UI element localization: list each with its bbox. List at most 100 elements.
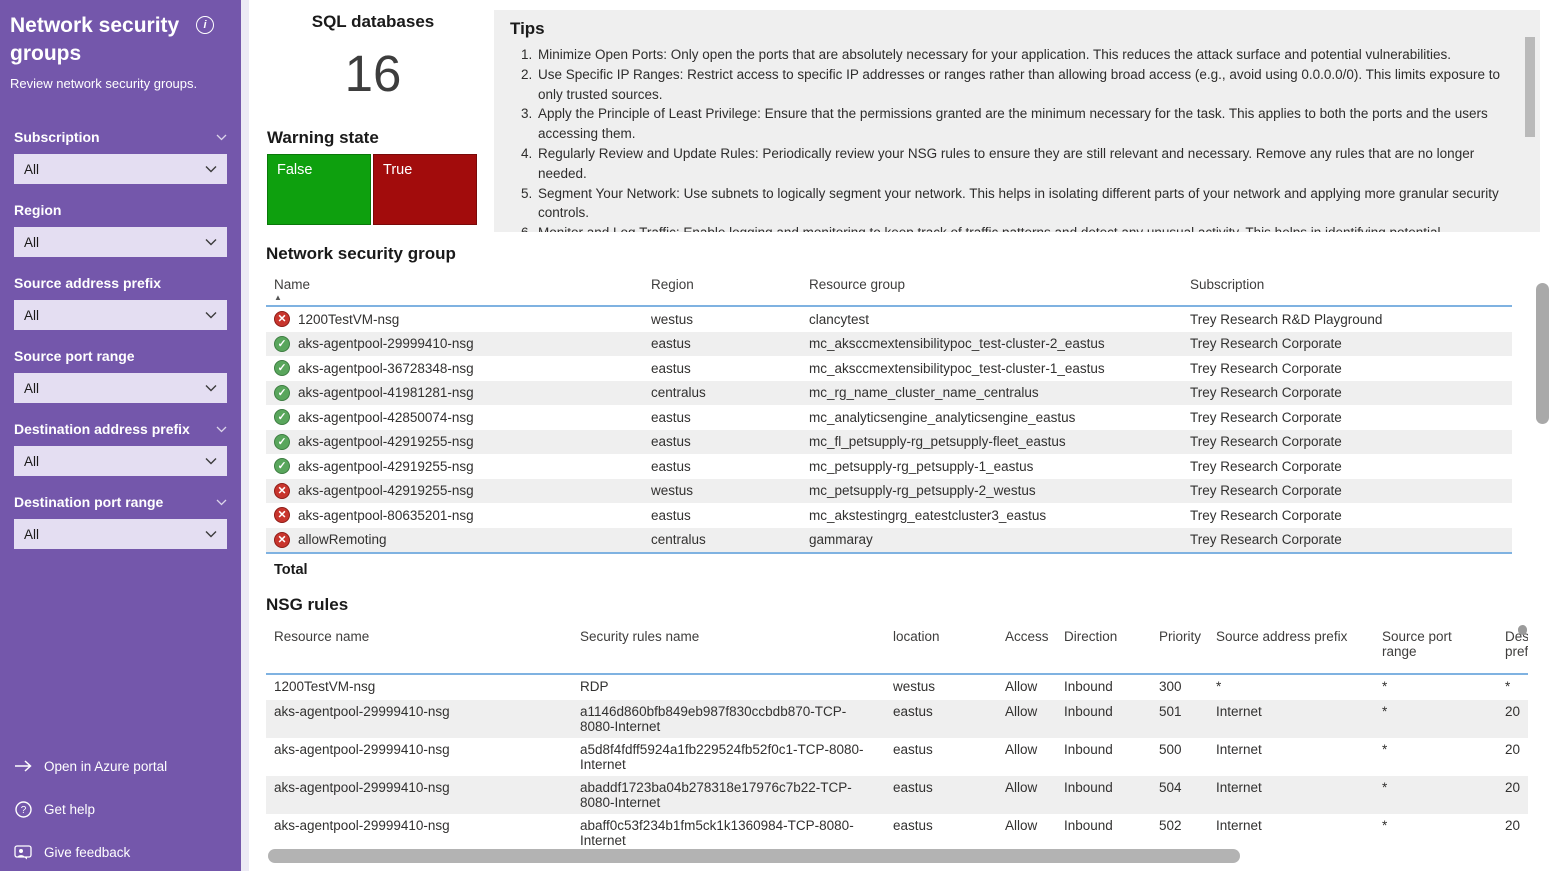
filter-dropdown[interactable]: All: [14, 300, 227, 330]
status-icon: [274, 409, 290, 426]
table-row[interactable]: aks-agentpool-29999410-nsg a5d8f4fdff592…: [266, 738, 1528, 776]
tips-scrollbar-thumb[interactable]: [1525, 37, 1535, 137]
cell-name: aks-agentpool-80635201-nsg: [298, 507, 474, 523]
tips-list: Minimize Open Ports: Only open the ports…: [536, 45, 1512, 232]
cell-location: eastus: [893, 780, 933, 795]
cell-priority: 501: [1159, 704, 1182, 719]
table-row[interactable]: allowRemoting centralus gammaray Trey Re…: [266, 527, 1512, 552]
sidebar: Network security groups i Review network…: [0, 0, 241, 871]
get-help-link[interactable]: ? Get help: [14, 800, 219, 818]
chevron-down-icon[interactable]: [216, 134, 227, 141]
sidebar-header: Network security groups i: [0, 0, 241, 68]
table-row[interactable]: aks-agentpool-42919255-nsg westus mc_pet…: [266, 478, 1512, 503]
chevron-down-icon[interactable]: [216, 499, 227, 506]
table-row[interactable]: aks-agentpool-41981281-nsg centralus mc_…: [266, 380, 1512, 405]
column-header-subscription[interactable]: Subscription: [1190, 277, 1265, 292]
table-row[interactable]: aks-agentpool-80635201-nsg eastus mc_aks…: [266, 503, 1512, 528]
cell-name: aks-agentpool-29999410-nsg: [298, 336, 474, 352]
column-header-resource-group[interactable]: Resource group: [809, 277, 906, 292]
tip-item: Use Specific IP Ranges: Restrict access …: [536, 65, 1512, 105]
cell-access: Allow: [1005, 679, 1038, 694]
cell-destination-address-prefix: 20: [1505, 818, 1521, 833]
table-row[interactable]: aks-agentpool-29999410-nsg abaddf1723ba0…: [266, 776, 1528, 814]
chevron-down-icon[interactable]: [216, 426, 227, 433]
table-row[interactable]: aks-agentpool-29999410-nsg a1146d860bfb8…: [266, 700, 1528, 738]
table-row[interactable]: 1200TestVM-nsg RDP westus Allow Inbound …: [266, 675, 1528, 700]
cell-security-rule-name: abaff0c53f234b1fm5ck1k1360984-TCP-8080-I…: [580, 818, 854, 848]
tip-item: Segment Your Network: Use subnets to log…: [536, 184, 1512, 224]
page-title: Network security groups: [10, 14, 180, 65]
warning-state-tiles: False True: [267, 154, 477, 225]
column-header-source-address-prefix[interactable]: Source address prefix: [1216, 629, 1348, 644]
warning-state-tile[interactable]: False: [267, 154, 371, 225]
cell-resource-group: mc_aksccmextensibilitypoc_test-cluster-2…: [809, 336, 1105, 352]
table-row[interactable]: aks-agentpool-29999410-nsg abaff0c53f234…: [266, 814, 1528, 852]
cell-resource-group: clancytest: [809, 311, 870, 327]
cell-resource-group: mc_petsupply-rg_petsupply-2_westus: [809, 483, 1036, 499]
column-header-region[interactable]: Region: [651, 277, 694, 292]
cell-resource-group: gammaray: [809, 532, 873, 548]
page-subtitle: Review network security groups.: [10, 76, 198, 91]
column-header-source-port-range[interactable]: Source port range: [1382, 629, 1452, 659]
info-icon[interactable]: i: [196, 16, 214, 34]
give-feedback-link[interactable]: Give feedback: [14, 843, 219, 861]
tips-title: Tips: [510, 19, 545, 38]
table-row[interactable]: 1200TestVM-nsg westus clancytest Trey Re…: [266, 307, 1512, 332]
cell-direction: Inbound: [1064, 704, 1113, 719]
arrow-right-icon: [14, 757, 32, 775]
cell-access: Allow: [1005, 780, 1038, 795]
cell-region: eastus: [651, 507, 691, 523]
sql-databases-title: SQL databases: [311, 12, 435, 31]
filter-value: All: [24, 234, 40, 250]
sql-databases-value: 16: [344, 45, 402, 102]
column-header-direction[interactable]: Direction: [1064, 629, 1118, 644]
cell-access: Allow: [1005, 704, 1038, 719]
warning-state-tile[interactable]: True: [373, 154, 477, 225]
cell-subscription: Trey Research Corporate: [1190, 385, 1342, 401]
column-header-security-rules-name[interactable]: Security rules name: [580, 629, 700, 644]
column-header-priority[interactable]: Priority: [1159, 629, 1202, 644]
column-header-name[interactable]: Name ▲: [266, 272, 643, 305]
rules-scrollbar-thumb[interactable]: [1518, 625, 1527, 635]
filter-group: Destination address prefix All: [14, 421, 227, 476]
cell-destination-address-prefix: 20: [1505, 780, 1521, 795]
filter-group: Subscription All: [14, 129, 227, 184]
nsg-table-vertical-scrollbar[interactable]: [1536, 283, 1549, 424]
filter-dropdown[interactable]: All: [14, 446, 227, 476]
cell-name: allowRemoting: [298, 532, 387, 548]
cell-name: aks-agentpool-42850074-nsg: [298, 409, 474, 425]
filter-dropdown[interactable]: All: [14, 519, 227, 549]
nsg-table-header: Name ▲ Region Resource group Subscriptio…: [266, 272, 1512, 307]
rules-table-horizontal-scrollbar[interactable]: [268, 849, 1240, 863]
cell-region: eastus: [651, 434, 691, 450]
filter-dropdown[interactable]: All: [14, 154, 227, 184]
cell-subscription: Trey Research Corporate: [1190, 483, 1342, 499]
cell-location: westus: [893, 679, 936, 694]
help-circle-icon: ?: [14, 800, 32, 818]
column-header-resource-name[interactable]: Resource name: [274, 629, 370, 644]
cell-source-port-range: *: [1382, 742, 1388, 757]
cell-security-rule-name: abaddf1723ba04b278318e17976c7b22-TCP-808…: [580, 780, 852, 810]
status-icon: [274, 482, 290, 499]
cell-name: aks-agentpool-42919255-nsg: [298, 434, 474, 450]
filter-dropdown[interactable]: All: [14, 227, 227, 257]
cell-resource-group: mc_analyticsengine_analyticsengine_eastu…: [809, 409, 1076, 425]
status-icon: [274, 433, 290, 450]
sidebar-scrollbar-track[interactable]: [241, 0, 249, 871]
filter-dropdown[interactable]: All: [14, 373, 227, 403]
table-row[interactable]: aks-agentpool-42919255-nsg eastus mc_pet…: [266, 454, 1512, 479]
cell-destination-address-prefix: *: [1505, 679, 1511, 694]
cell-name: 1200TestVM-nsg: [298, 311, 400, 327]
table-row[interactable]: aks-agentpool-42850074-nsg eastus mc_ana…: [266, 405, 1512, 430]
open-in-azure-portal-link[interactable]: Open in Azure portal: [14, 757, 219, 775]
status-icon: [274, 311, 290, 328]
tip-item: Apply the Principle of Least Privilege: …: [536, 104, 1512, 144]
column-header-access[interactable]: Access: [1005, 629, 1049, 644]
column-header-location[interactable]: location: [893, 629, 940, 644]
cell-subscription: Trey Research Corporate: [1190, 360, 1342, 376]
table-row[interactable]: aks-agentpool-42919255-nsg eastus mc_fl_…: [266, 429, 1512, 454]
cell-priority: 500: [1159, 742, 1182, 757]
table-row[interactable]: aks-agentpool-29999410-nsg eastus mc_aks…: [266, 331, 1512, 356]
table-row[interactable]: aks-agentpool-36728348-nsg eastus mc_aks…: [266, 356, 1512, 381]
filter-label: Destination port range: [14, 494, 164, 510]
